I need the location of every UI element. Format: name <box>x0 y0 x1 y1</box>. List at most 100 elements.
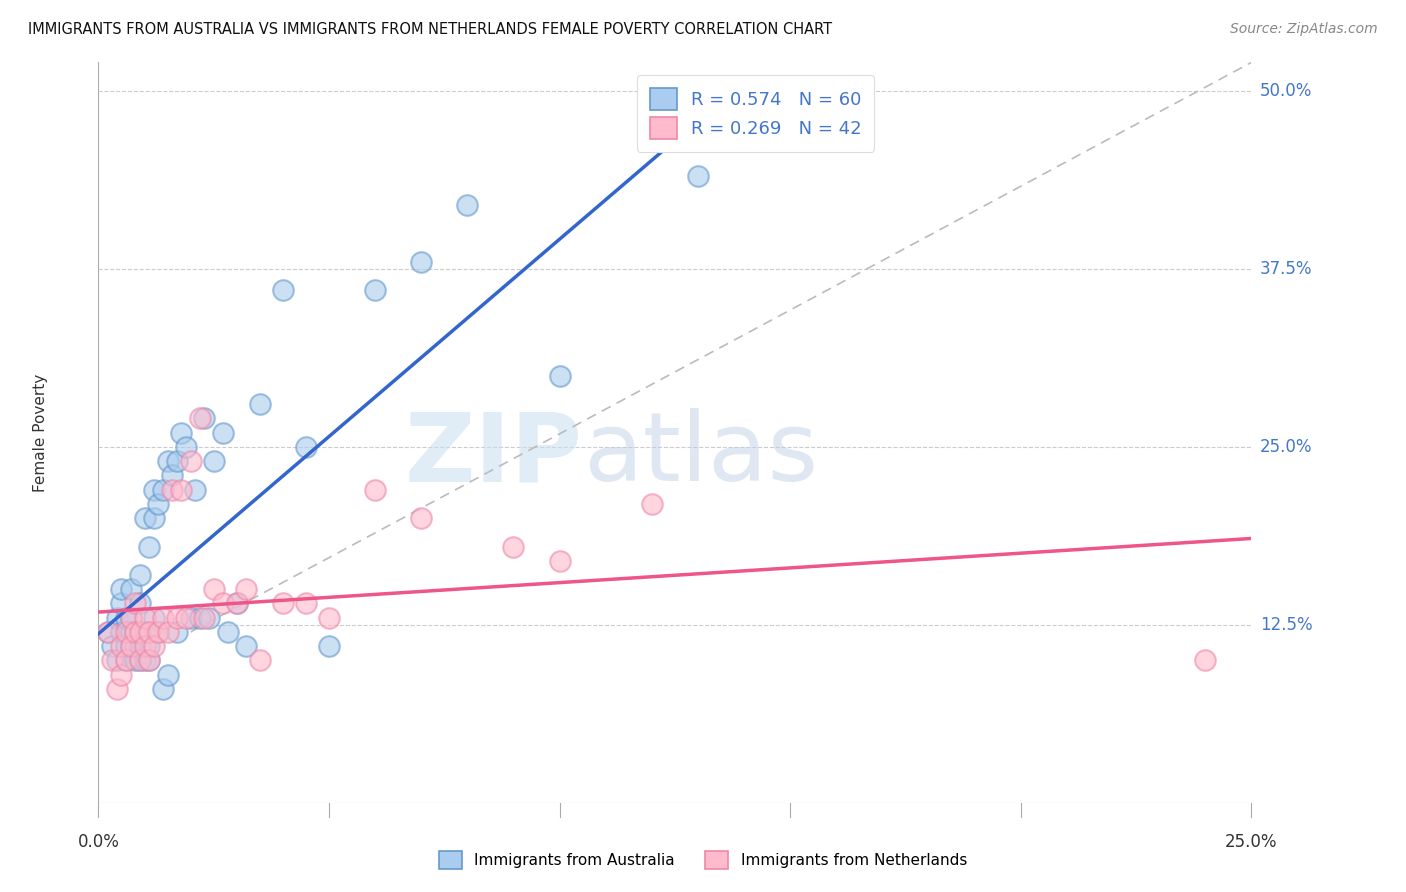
Point <box>170 483 193 497</box>
Text: 25.0%: 25.0% <box>1225 833 1278 851</box>
Point <box>152 483 174 497</box>
Point <box>110 597 132 611</box>
Point <box>166 610 188 624</box>
Point <box>198 610 221 624</box>
Text: 12.5%: 12.5% <box>1260 615 1312 634</box>
Point <box>271 283 294 297</box>
Point <box>152 681 174 696</box>
Point <box>318 639 340 653</box>
Point <box>188 610 211 624</box>
Point <box>202 454 225 468</box>
Point <box>148 497 170 511</box>
Point <box>115 639 138 653</box>
Point <box>174 440 197 454</box>
Point <box>235 639 257 653</box>
Point <box>188 411 211 425</box>
Point <box>295 440 318 454</box>
Point <box>249 397 271 411</box>
Point <box>142 639 165 653</box>
Text: 25.0%: 25.0% <box>1260 438 1312 456</box>
Point <box>134 653 156 667</box>
Point <box>124 597 146 611</box>
Point <box>110 639 132 653</box>
Point <box>295 597 318 611</box>
Text: 50.0%: 50.0% <box>1260 82 1312 100</box>
Point <box>156 454 179 468</box>
Point <box>120 639 142 653</box>
Point <box>225 597 247 611</box>
Text: Source: ZipAtlas.com: Source: ZipAtlas.com <box>1230 22 1378 37</box>
Point <box>97 624 120 639</box>
Point <box>548 368 571 383</box>
Point <box>110 624 132 639</box>
Point <box>193 610 215 624</box>
Point <box>110 667 132 681</box>
Point <box>97 624 120 639</box>
Text: 0.0%: 0.0% <box>77 833 120 851</box>
Point <box>160 468 183 483</box>
Point <box>411 254 433 268</box>
Text: Female Poverty: Female Poverty <box>34 374 48 491</box>
Point <box>142 511 165 525</box>
Point <box>166 454 188 468</box>
Point <box>225 597 247 611</box>
Point <box>156 667 179 681</box>
Point <box>249 653 271 667</box>
Text: ZIP: ZIP <box>405 409 582 501</box>
Point <box>170 425 193 440</box>
Point <box>120 624 142 639</box>
Point <box>456 198 478 212</box>
Point <box>148 624 170 639</box>
Point <box>120 639 142 653</box>
Point <box>138 653 160 667</box>
Point <box>129 568 152 582</box>
Point <box>115 610 138 624</box>
Text: IMMIGRANTS FROM AUSTRALIA VS IMMIGRANTS FROM NETHERLANDS FEMALE POVERTY CORRELAT: IMMIGRANTS FROM AUSTRALIA VS IMMIGRANTS … <box>28 22 832 37</box>
Point <box>120 582 142 597</box>
Point <box>124 624 146 639</box>
Point <box>138 540 160 554</box>
Point <box>134 639 156 653</box>
Point <box>548 554 571 568</box>
Point <box>134 610 156 624</box>
Point <box>202 582 225 597</box>
Point <box>193 411 215 425</box>
Point <box>180 610 202 624</box>
Point <box>217 624 239 639</box>
Point <box>124 639 146 653</box>
Point <box>184 483 207 497</box>
Point <box>105 610 128 624</box>
Point <box>318 610 340 624</box>
Point <box>134 624 156 639</box>
Point <box>101 639 124 653</box>
Point <box>160 483 183 497</box>
Legend: R = 0.574   N = 60, R = 0.269   N = 42: R = 0.574 N = 60, R = 0.269 N = 42 <box>637 75 875 152</box>
Point <box>411 511 433 525</box>
Point <box>138 624 160 639</box>
Point <box>142 610 165 624</box>
Point <box>180 454 202 468</box>
Point <box>124 653 146 667</box>
Point <box>129 653 152 667</box>
Point <box>235 582 257 597</box>
Point <box>115 624 138 639</box>
Point <box>212 425 235 440</box>
Point <box>364 483 387 497</box>
Point <box>110 582 132 597</box>
Point <box>138 639 160 653</box>
Point <box>641 497 664 511</box>
Point <box>271 597 294 611</box>
Point <box>152 610 174 624</box>
Point <box>120 610 142 624</box>
Point <box>212 597 235 611</box>
Point <box>134 511 156 525</box>
Point <box>686 169 709 184</box>
Point <box>142 483 165 497</box>
Point <box>105 681 128 696</box>
Text: 37.5%: 37.5% <box>1260 260 1312 278</box>
Point <box>129 653 152 667</box>
Text: atlas: atlas <box>582 409 818 501</box>
Point <box>101 653 124 667</box>
Point <box>129 597 152 611</box>
Point <box>115 653 138 667</box>
